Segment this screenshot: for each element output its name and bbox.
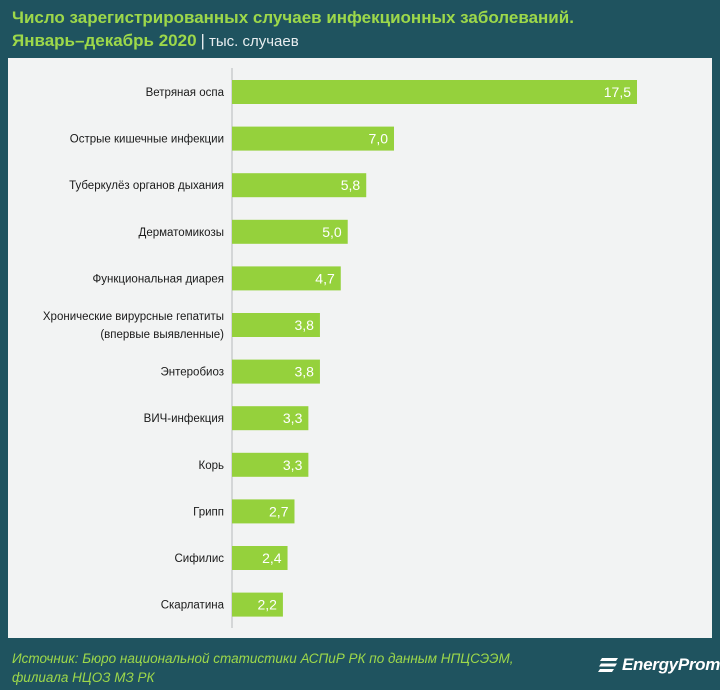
bar	[232, 452, 309, 477]
chart-title: Число зарегистрированных случаев инфекци…	[12, 8, 574, 27]
category-label: Хронические вирурсные гепатиты	[43, 311, 224, 323]
source-note: Источник: Бюро национальной статистики А…	[12, 649, 572, 687]
bar	[232, 406, 309, 431]
bar-value-label: 3,8	[294, 364, 314, 380]
bar-value-label: 3,3	[283, 410, 303, 426]
logo-icon	[598, 658, 618, 672]
chart-header: Число зарегистрированных случаев инфекци…	[0, 0, 720, 58]
category-label: Сифилис	[175, 553, 225, 565]
bar-value-label: 17,5	[604, 84, 631, 100]
bar	[232, 546, 288, 570]
chart-subtitle: Январь–декабрь 2020 | тыс. случаев	[12, 31, 299, 51]
chart-period: Январь–декабрь 2020	[12, 31, 197, 50]
bar	[232, 266, 341, 291]
category-label: Скарлатина	[161, 600, 225, 612]
bar	[232, 499, 295, 524]
category-label: Функциональная диарея	[93, 273, 224, 285]
logo-text: EnergyProm	[622, 655, 720, 674]
bar-value-label: 3,8	[294, 317, 314, 333]
bar-chart: 17,5 Ветряная оспа 7,0 Острые кишечные инфе…	[43, 68, 637, 628]
bar	[232, 80, 637, 104]
bar	[232, 359, 320, 384]
category-label: Острые кишечные инфекции	[70, 134, 224, 146]
chart-panel: 17,5 Ветряная оспа 7,0 Острые кишечные инфе…	[8, 58, 712, 638]
category-label: Туберкулёз органов дыхания	[69, 180, 224, 192]
chart-footer: Источник: Бюро национальной статистики А…	[0, 640, 720, 690]
category-label: Энтеробиоз	[161, 367, 225, 379]
energyprom-logo: EnergyProm	[598, 655, 720, 675]
bar-value-label: 4,7	[315, 270, 335, 286]
source-line-2: филиала НЦОЗ МЗ РК	[12, 670, 155, 685]
bar-value-label: 3,3	[283, 457, 303, 473]
bar	[232, 126, 394, 151]
category-label: ВИЧ-инфекция	[144, 413, 224, 425]
bar-value-label: 2,2	[257, 597, 277, 613]
bar-value-label: 2,7	[269, 503, 289, 519]
bar	[232, 219, 348, 244]
category-label: (впервые выявленные)	[100, 329, 224, 341]
bar	[232, 313, 320, 337]
category-label: Ветряная оспа	[146, 87, 225, 99]
category-label: Дерматомикозы	[139, 227, 224, 239]
bar-value-label: 5,0	[322, 224, 342, 240]
bar-value-label: 2,4	[262, 550, 282, 566]
category-label: Грипп	[193, 506, 224, 518]
source-line-1: Источник: Бюро национальной статистики А…	[12, 651, 514, 666]
bar	[232, 173, 367, 198]
bar-value-label: 7,0	[369, 131, 389, 147]
category-label: Корь	[199, 460, 224, 472]
title-separator: |	[200, 31, 205, 50]
bar	[232, 592, 283, 617]
bar-value-label: 5,8	[341, 177, 361, 193]
chart-unit: тыс. случаев	[208, 33, 299, 50]
